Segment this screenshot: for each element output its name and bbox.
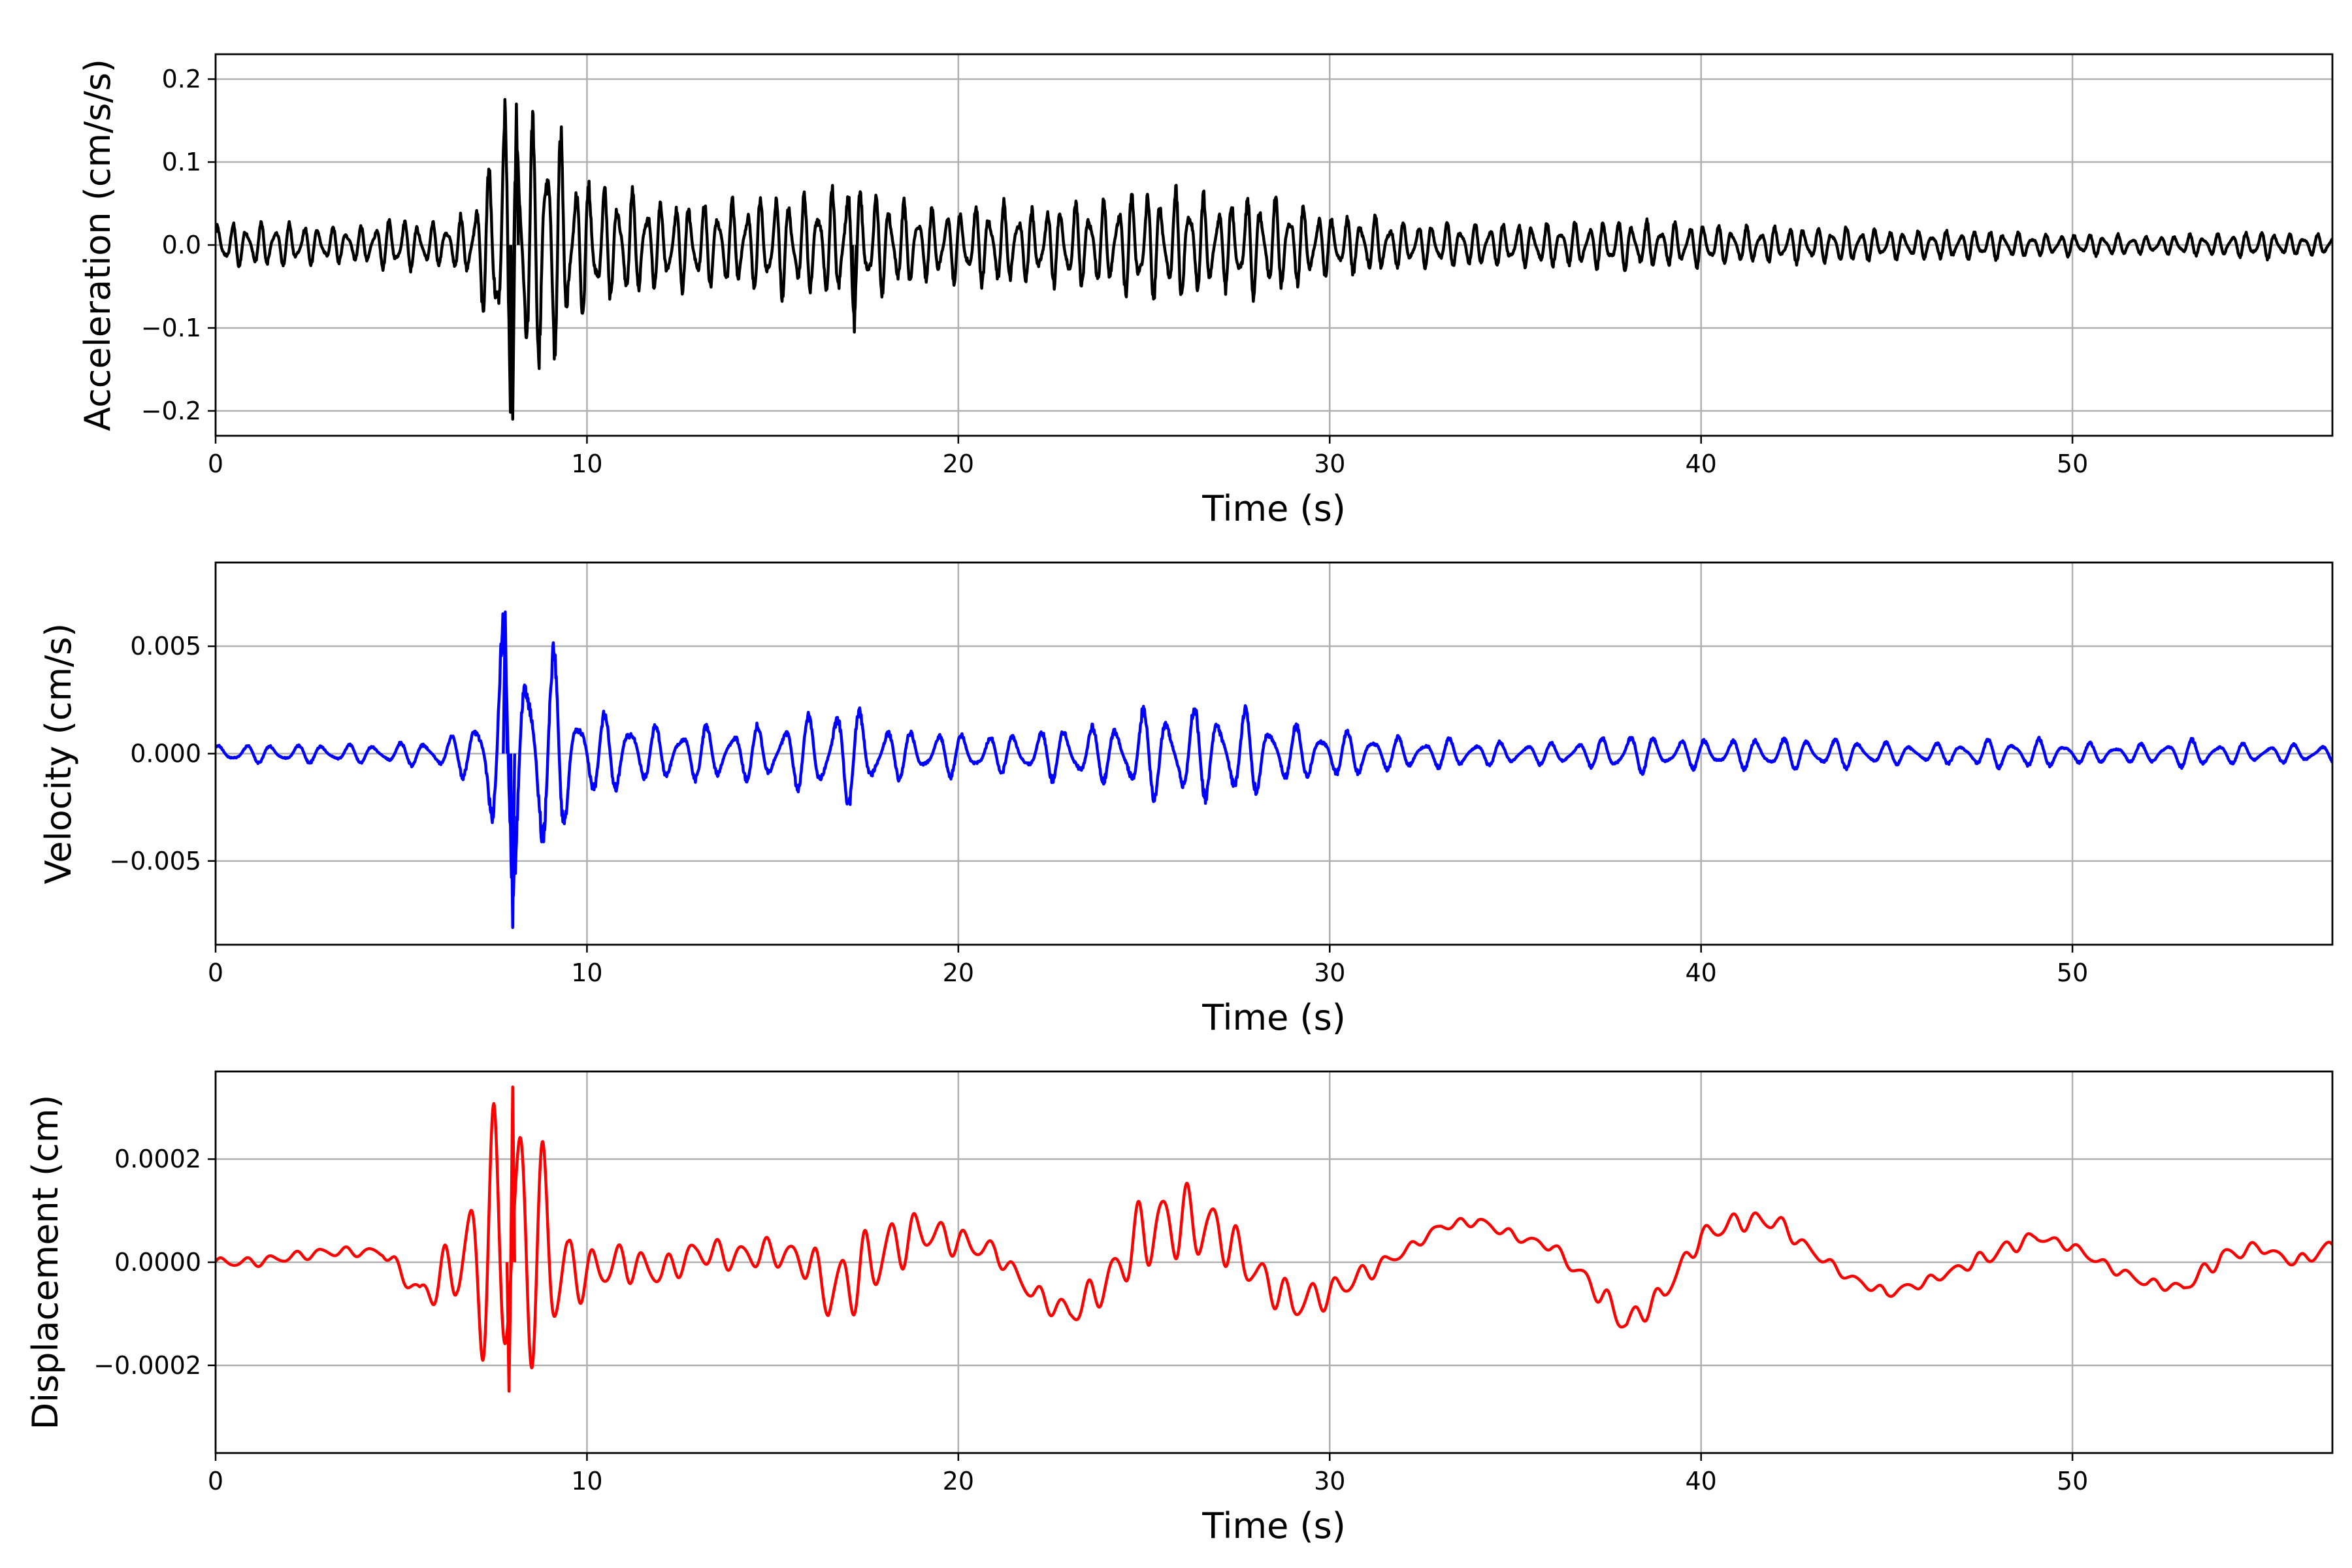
- velocity-series-line: [216, 610, 2332, 929]
- acceleration-xtick-label: 0: [208, 449, 223, 478]
- acceleration-xtick-label: 50: [2057, 449, 2088, 478]
- displacement-xtick-label: 0: [208, 1467, 223, 1495]
- velocity-yaxis-label: Velocity (cm/s): [38, 623, 79, 885]
- displacement-xaxis-label: Time (s): [1201, 1505, 1346, 1546]
- velocity-subplot: 0 10 20 30 40 50 −0.005 0.000 0.005 Time (s) Veloc…: [38, 561, 2334, 1038]
- displacement-xtick-label: 30: [1314, 1467, 1345, 1495]
- velocity-xtick-label: 0: [208, 958, 223, 987]
- velocity-xtick-label: 10: [571, 958, 602, 987]
- displacement-subplot: 0 10 20 30 40 50 −0.0002 0.0000 0.0002 Time (s) Di…: [25, 1070, 2334, 1546]
- velocity-ytick-label: 0.005: [130, 632, 201, 661]
- displacement-xtick-label: 10: [571, 1467, 602, 1495]
- acceleration-xaxis-label: Time (s): [1201, 488, 1346, 529]
- subplots: 0 10 20 30 40 50 −0.2 −0.1 0.0 0.1 0.2 Time (s) Acce…: [25, 53, 2334, 1546]
- velocity-xtick-label: 40: [1686, 958, 1717, 987]
- velocity-xtick-label: 20: [943, 958, 974, 987]
- acceleration-xtick-label: 20: [943, 449, 974, 478]
- acceleration-subplot: 0 10 20 30 40 50 −0.2 −0.1 0.0 0.1 0.2 Time (s) Acce…: [77, 53, 2334, 529]
- acceleration-ytick-label: 0.2: [162, 65, 201, 93]
- velocity-ytick-label: −0.005: [109, 847, 201, 875]
- displacement-yaxis-label: Displacement (cm): [25, 1095, 66, 1430]
- velocity-xaxis-label: Time (s): [1201, 997, 1346, 1038]
- acceleration-ytick-label: −0.2: [141, 397, 201, 425]
- displacement-xtick-label: 20: [943, 1467, 974, 1495]
- displacement-xtick-label: 50: [2057, 1467, 2088, 1495]
- velocity-xtick-label: 30: [1314, 958, 1345, 987]
- acceleration-yaxis-label: Acceleration (cm/s/s): [77, 59, 118, 431]
- acceleration-ytick-label: 0.0: [162, 231, 201, 259]
- acceleration-ytick-label: −0.1: [141, 314, 201, 342]
- displacement-series-line: [216, 1085, 2332, 1393]
- velocity-ytick-label: 0.000: [130, 740, 201, 768]
- acceleration-ytick-label: 0.1: [162, 148, 201, 176]
- displacement-ytick-label: 0.0002: [114, 1145, 201, 1173]
- acceleration-series-line: [216, 98, 2332, 421]
- acceleration-xtick-label: 40: [1686, 449, 1717, 478]
- displacement-ytick-label: −0.0002: [93, 1351, 201, 1380]
- velocity-xtick-label: 50: [2057, 958, 2088, 987]
- acceleration-xtick-label: 10: [571, 449, 602, 478]
- displacement-ytick-label: 0.0000: [114, 1248, 201, 1277]
- acceleration-xtick-label: 30: [1314, 449, 1345, 478]
- displacement-xtick-label: 40: [1686, 1467, 1717, 1495]
